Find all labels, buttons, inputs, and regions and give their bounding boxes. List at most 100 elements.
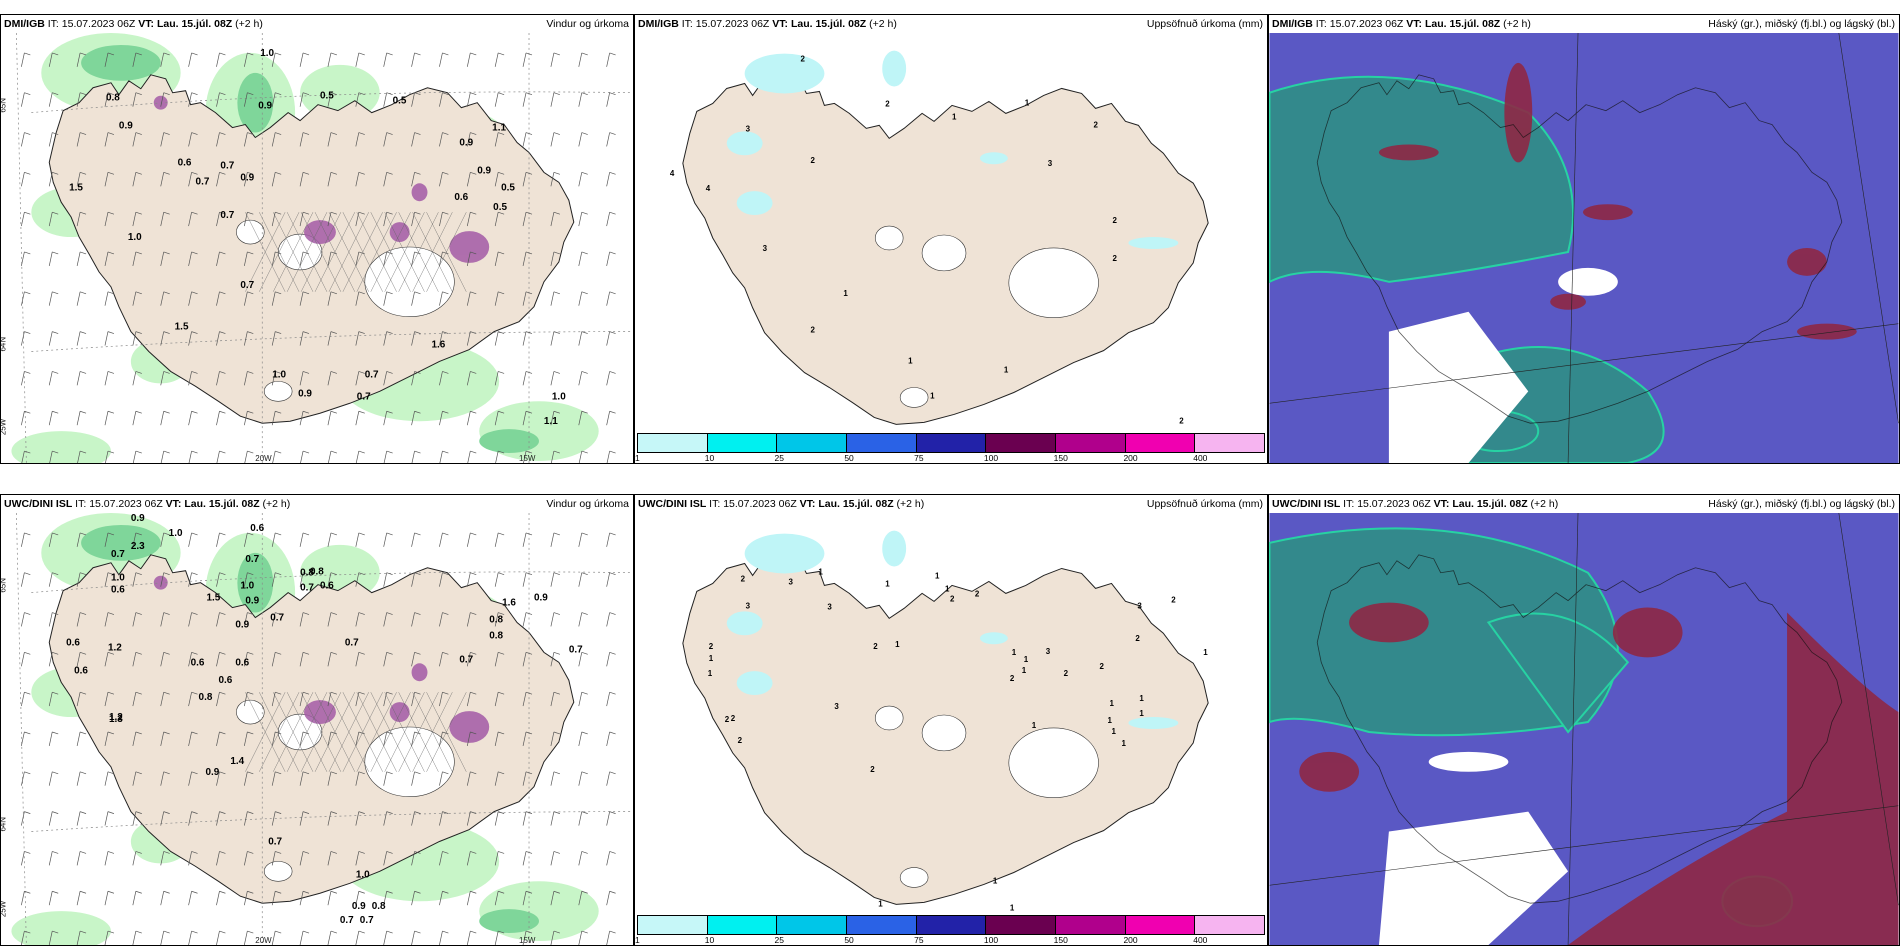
precip-value-label: 1.5 xyxy=(69,182,83,193)
accum-value-label: 2 xyxy=(870,765,875,774)
colorbar-labels: 1 10 25 50 75 100 150 200 400 xyxy=(635,935,1265,945)
precip-value-label: 0.6 xyxy=(111,585,125,596)
accum-value-label: 1 xyxy=(1010,903,1015,912)
colorbar-labels: 1 10 25 50 75 100 150 200 400 xyxy=(635,453,1265,463)
map-panel-cloud: UWC/DINI ISL IT: 15.07.2023 06Z VT: Lau.… xyxy=(1268,494,1900,946)
precip-value-label: 0.7 xyxy=(340,915,354,926)
accum-value-label: 1 xyxy=(895,640,900,649)
accum-value-label: 1 xyxy=(1203,648,1208,657)
precip-value-label: 0.7 xyxy=(357,391,371,402)
colorbar-label: 100 xyxy=(983,453,999,463)
accum-value-label: 1 xyxy=(993,876,998,885)
accum-value-label: 3 xyxy=(763,244,768,253)
precip-value-label: 0.9 xyxy=(352,901,366,912)
precip-value-label: 0.6 xyxy=(218,675,232,686)
precip-value-label: 0.6 xyxy=(178,157,192,168)
model-name: UWC/DINI ISL xyxy=(1272,498,1341,510)
valid-time-label: VT: xyxy=(799,498,816,510)
precip-value-label: 0.6 xyxy=(66,637,80,648)
panel-body xyxy=(1269,513,1899,945)
accum-value-label: 2 xyxy=(975,589,980,598)
lon-label-25w: 25W xyxy=(1,900,7,917)
precip-value-label: 0.7 xyxy=(240,280,254,291)
accum-precip-map[interactable]: 2 2 3 2 1 1 3 2 4 4 3 2 2 1 2 1 1 1 2 xyxy=(635,33,1267,433)
valid-time-label: VT: xyxy=(165,498,182,510)
precip-value-label: 0.7 xyxy=(245,554,259,565)
lat-label-64: 64N xyxy=(1,817,7,832)
accum-value-label: 2 xyxy=(1135,634,1140,643)
precip-value-label: 0.8 xyxy=(300,568,314,579)
cloud-cover-map[interactable] xyxy=(1269,33,1899,463)
panel-title: Háský (gr.), miðský (fj.bl.) og lágský (… xyxy=(1708,498,1895,510)
colorbar-label: 150 xyxy=(1053,935,1068,945)
accum-value-label: 1 xyxy=(1025,98,1030,107)
precip-value-label: 1.2 xyxy=(109,712,123,723)
lead-time: (+2 h) xyxy=(896,498,925,510)
precip-value-label: 0.9 xyxy=(240,172,254,183)
init-time-label: IT: xyxy=(1343,498,1355,510)
precip-value-label: 1.4 xyxy=(230,756,244,767)
accum-value-label: 1 xyxy=(1139,709,1144,718)
map-panel-accum: DMI/IGB IT: 15.07.2023 06Z VT: Lau. 15.j… xyxy=(634,14,1268,464)
valid-time: Lau. 15.júl. 08Z xyxy=(156,18,233,30)
precip-value-label: 1.0 xyxy=(111,573,125,584)
precip-value-label: 0.9 xyxy=(258,101,272,112)
precip-value-label: 0.9 xyxy=(131,513,145,524)
accum-value-label: 1 xyxy=(878,899,883,908)
high-cloud xyxy=(1269,75,1665,463)
precip-value-label: 0.6 xyxy=(250,523,264,534)
precip-value-label: 0.8 xyxy=(199,692,213,703)
valid-time: Lau. 15.júl. 08Z xyxy=(818,498,894,510)
accum-value-label: 1 xyxy=(1012,648,1017,657)
precip-value-label: 0.7 xyxy=(569,644,583,655)
precip-value-label: 0.9 xyxy=(235,619,249,630)
accum-value-label: 2 xyxy=(885,99,890,108)
precip-value-label: 0.7 xyxy=(459,654,473,665)
colorbar-label: 400 xyxy=(1193,453,1208,463)
lon-label-25w: 25W xyxy=(1,418,7,435)
model-name: UWC/DINI ISL xyxy=(4,498,73,510)
accum-areas xyxy=(726,530,1179,729)
glaciers xyxy=(236,699,455,882)
colorbar: 1 10 25 50 75 100 150 200 400 xyxy=(635,913,1267,945)
precip-value-label: 0.7 xyxy=(270,613,284,624)
valid-time-label: VT: xyxy=(138,18,155,30)
panel-title: Vindur og úrkoma xyxy=(546,18,629,30)
lat-label-65: 65N xyxy=(1,578,7,593)
accum-value-label: 1 xyxy=(1032,721,1037,730)
precip-value-label: 0.5 xyxy=(393,96,407,107)
colorbar-label: 25 xyxy=(774,935,785,945)
accum-value-label: 1 xyxy=(1111,727,1116,736)
wind-precip-map[interactable]: 65N 64N 25W 20W 15W 1.0 0.8 0.9 0.5 0.5 1.1 0.9 0.9 0… xyxy=(1,33,633,463)
init-time: 15.07.2023 06Z xyxy=(1329,18,1404,30)
colorbar-label: 1 xyxy=(635,935,640,945)
accum-value-label: 2 xyxy=(1112,254,1117,263)
precip-value-label: 0.7 xyxy=(196,176,210,187)
cloud-cover-map[interactable] xyxy=(1269,513,1899,945)
colorbar-label: 200 xyxy=(1123,935,1138,945)
init-time: 15.07.2023 06Z xyxy=(61,18,136,30)
accum-value-label: 2 xyxy=(950,594,955,603)
panel-title: Háský (gr.), miðský (fj.bl.) og lágský (… xyxy=(1708,18,1895,30)
precip-value-label: 0.7 xyxy=(111,549,125,560)
valid-time: Lau. 15.júl. 08Z xyxy=(184,498,260,510)
accum-value-label: 4 xyxy=(706,184,711,193)
precip-value-label: 0.7 xyxy=(268,836,282,847)
init-time: 15.07.2023 06Z xyxy=(695,18,770,30)
colorbar-swatch xyxy=(638,916,708,934)
accum-value-label: 2 xyxy=(810,326,815,335)
accum-value-label: 3 xyxy=(1137,601,1142,610)
accum-value-label: 3 xyxy=(789,577,794,586)
accum-value-label: 4 xyxy=(670,169,675,178)
model-name: DMI/IGB xyxy=(1272,18,1313,30)
colorbar-swatches xyxy=(637,915,1265,935)
lon-label-20w: 20W xyxy=(255,936,272,945)
valid-time: Lau. 15.júl. 08Z xyxy=(1424,18,1501,30)
accum-value-label: 2 xyxy=(1100,662,1105,671)
colorbar-swatch xyxy=(1195,434,1265,452)
graticule xyxy=(1269,33,1899,463)
precip-value-label: 1.6 xyxy=(502,598,516,609)
lead-time: (+2 h) xyxy=(1530,498,1559,510)
